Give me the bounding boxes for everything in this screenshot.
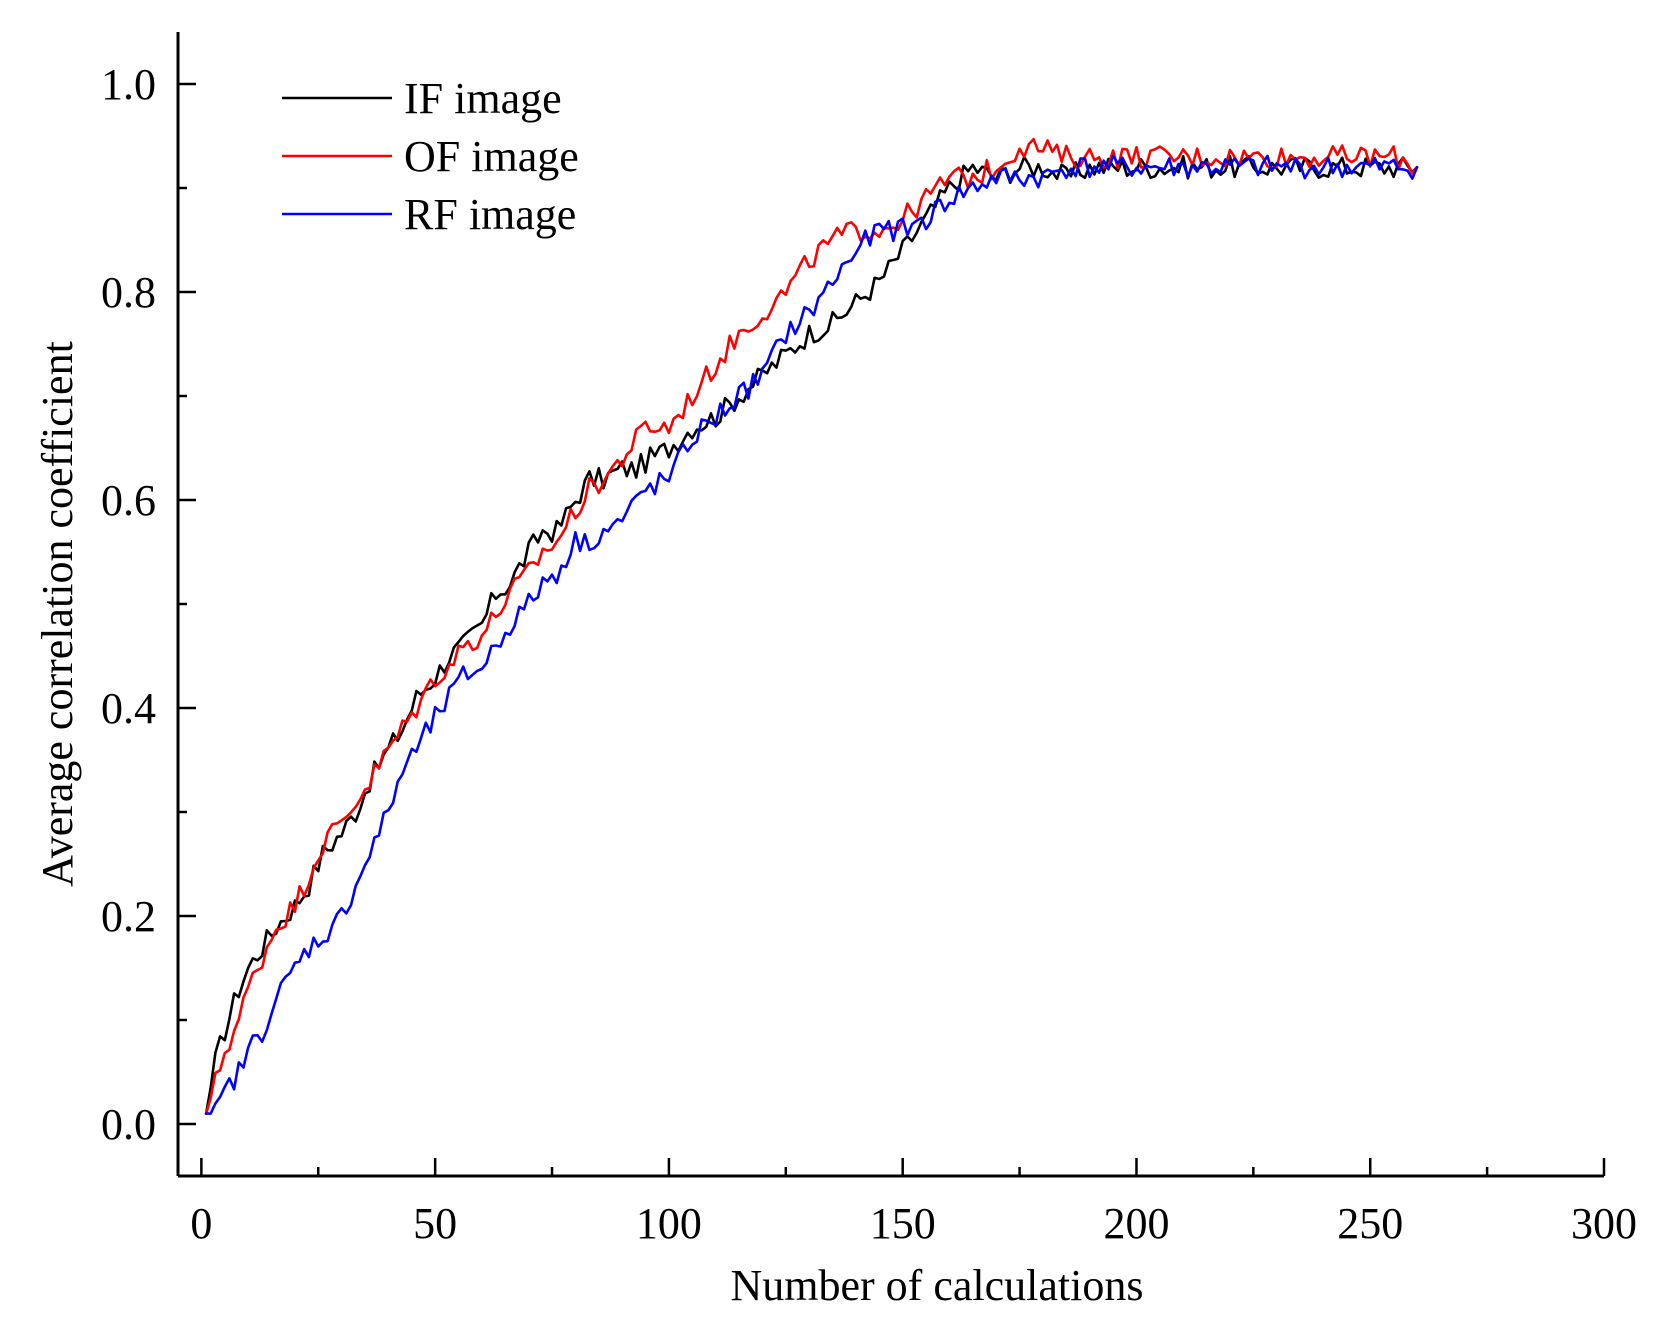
x-tick-label: 300 (1571, 1199, 1637, 1248)
y-tick-label: 1.0 (101, 60, 156, 109)
x-tick-label: 250 (1337, 1199, 1403, 1248)
y-axis-title: Average correlation coefficient (33, 341, 82, 887)
legend: IF image OF image RF image (282, 74, 579, 239)
y-tick-label: 0.4 (101, 684, 156, 733)
y-tick-label: 0.6 (101, 476, 156, 525)
x-axis-title: Number of calculations (731, 1261, 1144, 1310)
legend-label: RF image (404, 190, 576, 239)
y-tick-label: 0.0 (101, 1100, 156, 1149)
y-tick-label: 0.2 (101, 892, 156, 941)
axes (176, 32, 1604, 1178)
x-tick-label: 200 (1103, 1199, 1169, 1248)
series-layer (204, 137, 1419, 1115)
ticks: 0 50 100 150 200 250 300 0.0 0.2 0.4 0.6 0.8 1.0 (101, 60, 1637, 1248)
series-line-rf-image (204, 154, 1419, 1115)
legend-label: IF image (404, 74, 562, 123)
legend-label: OF image (404, 132, 579, 181)
series-line-of-image (204, 137, 1419, 1115)
series-line-if-image (204, 154, 1419, 1115)
x-tick-label: 100 (636, 1199, 702, 1248)
x-tick-label: 0 (190, 1199, 212, 1248)
y-tick-label: 0.8 (101, 268, 156, 317)
x-tick-label: 150 (870, 1199, 936, 1248)
x-tick-label: 50 (413, 1199, 457, 1248)
